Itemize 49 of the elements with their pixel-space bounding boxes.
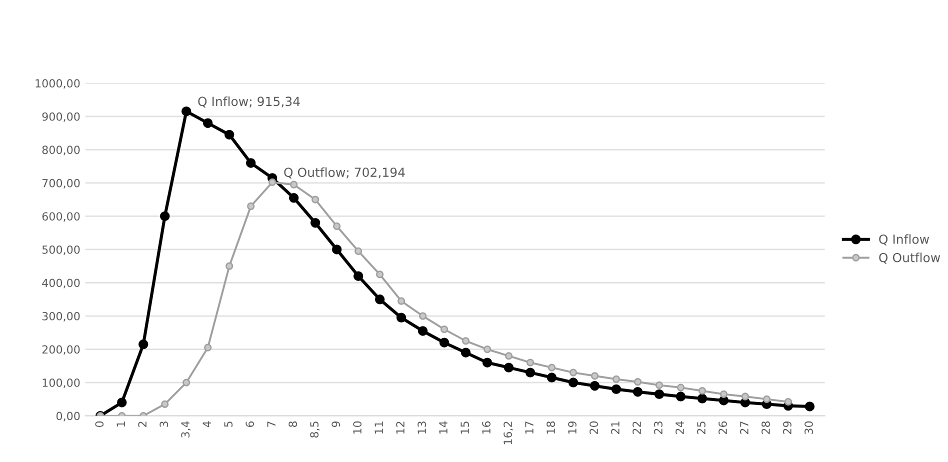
- annotation: Q Outflow; 702,194: [284, 167, 405, 178]
- y-tick-label: 600,00: [42, 212, 80, 222]
- x-tick-label: 16: [482, 421, 491, 434]
- x-tick-label: 28: [762, 421, 770, 434]
- x-tick-label: 3,4: [181, 421, 191, 438]
- y-tick-label: 100,00: [42, 378, 80, 388]
- x-tick-label: 7: [267, 422, 276, 427]
- y-tick-label: 900,00: [42, 112, 80, 122]
- x-tick-label: 30: [804, 421, 813, 434]
- x-tick-label: 8,5: [310, 422, 320, 438]
- y-tick-label: 700,00: [42, 178, 80, 188]
- x-tick-label: 26: [718, 421, 727, 434]
- x-tick-label: 21: [611, 422, 620, 434]
- x-tick-label: 4: [202, 421, 211, 428]
- x-tick-label: 20: [590, 421, 598, 434]
- x-tick-label: 9: [332, 421, 340, 428]
- x-tick-label: 25: [697, 422, 706, 434]
- legend-label: Q Outflow: [879, 252, 940, 264]
- x-tick-label: 15: [460, 422, 470, 434]
- x-tick-label: 17: [525, 422, 534, 434]
- x-tick-label: 8: [288, 421, 298, 427]
- x-tick-label: 22: [632, 422, 641, 434]
- x-tick-label: 5: [224, 422, 233, 427]
- x-tick-label: 14: [439, 421, 448, 434]
- x-tick-label: 13: [418, 422, 426, 434]
- legend-label: Q Inflow: [879, 234, 930, 246]
- x-tick-label: 24: [676, 421, 684, 434]
- x-tick-label: 19: [568, 421, 576, 434]
- x-tick-label: 0: [95, 421, 104, 427]
- x-tick-label: 6: [246, 421, 254, 427]
- x-tick-label: 23: [654, 422, 662, 434]
- y-tick-label: 200,00: [42, 345, 80, 355]
- x-tick-label: 11: [374, 422, 383, 434]
- y-tick-label: 300,00: [42, 312, 80, 322]
- x-tick-label: 27: [740, 422, 748, 434]
- annotation: Q Inflow; 915,34: [198, 96, 300, 108]
- y-tick-label: 500,00: [42, 245, 80, 255]
- y-tick-label: 800,00: [42, 146, 80, 156]
- x-tick-label: 18: [546, 421, 555, 434]
- x-tick-label: 1: [116, 422, 125, 427]
- y-tick-label: 0,00: [56, 412, 80, 422]
- x-tick-label: 3: [160, 422, 168, 427]
- x-tick-label: 2: [138, 422, 146, 427]
- x-tick-label: 29: [783, 421, 792, 434]
- y-tick-label: 1000,00: [36, 79, 80, 89]
- x-tick-label: 10: [353, 421, 362, 434]
- x-tick-label: 16,2: [504, 422, 514, 444]
- y-tick-label: 400,00: [42, 278, 80, 288]
- x-tick-label: 12: [396, 422, 404, 434]
